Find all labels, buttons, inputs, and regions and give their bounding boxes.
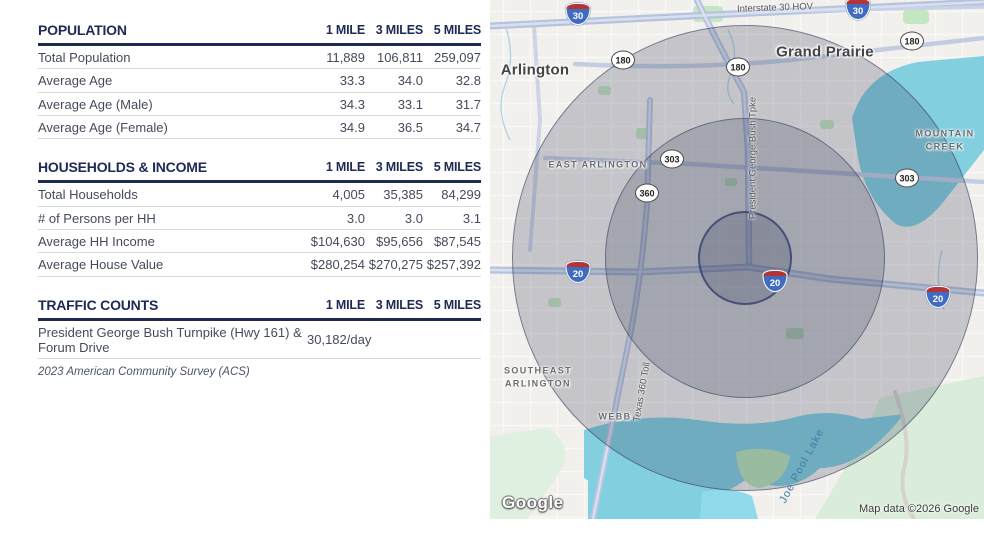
row-label: Average HH Income [38,229,307,254]
table-row: Average Age (Male) 34.3 33.1 31.7 [38,92,481,116]
column-header: 3 MILES [365,296,423,321]
row-value: $87,545 [423,229,481,254]
row-label: Average Age [38,68,307,93]
table-row: Total Households 4,005 35,385 84,299 [38,181,481,207]
google-logo[interactable]: Google [502,493,564,512]
map-markers: 30 30 180 180 180 303 303 360 20 20 20 Arlington Gra… [490,0,984,519]
map-attribution: Map data ©2026 Google [858,503,979,515]
source-footnote: 2023 American Community Survey (ACS) [38,366,250,379]
column-header: 3 MILES [365,22,423,46]
row-value: $257,392 [423,252,481,277]
row-label: Average Age (Male) [38,92,307,116]
interstate-30-shield-icon: 30 [845,0,871,20]
state-180-shield-icon: 180 [900,31,924,51]
road-label: Interstate 30 HOV [736,1,814,15]
row-label: President George Bush Turnpike (Hwy 161)… [38,319,307,360]
row-value: 3.0 [307,206,365,230]
row-value: 84,299 [423,181,481,207]
row-value: 34.3 [307,92,365,116]
row-value: 11,889 [307,44,365,70]
column-header: 5 MILES [423,159,481,184]
state-180-shield-icon: 180 [726,57,750,77]
state-303-shield-icon: 303 [660,149,684,169]
table-row: Average HH Income $104,630 $95,656 $87,545 [38,229,481,254]
row-value: 34.9 [307,115,365,140]
row-value [365,319,423,360]
area-label: MOUNTAIN CREEK [915,128,975,151]
row-value: $104,630 [307,229,365,254]
row-value: 35,385 [365,181,423,207]
section-title: POPULATION [38,22,307,46]
area-label: SOUTHEAST ARLINGTON [503,365,573,388]
row-value: 31.7 [423,92,481,116]
row-value [423,319,481,360]
row-value: $280,254 [307,252,365,277]
row-label: Average Age (Female) [38,115,307,140]
state-180-shield-icon: 180 [611,50,635,70]
stats-sections: POPULATION 1 MILE 3 MILES 5 MILES Total Popu… [38,22,490,360]
stats-table: HOUSEHOLDS & INCOME 1 MILE 3 MILES 5 MILES T… [38,159,481,277]
state-303-shield-icon: 303 [895,168,919,188]
row-value: 3.0 [365,206,423,230]
row-value: 34.0 [365,68,423,93]
column-header: 1 MILE [307,22,365,46]
row-value: 36.5 [365,115,423,140]
row-label: # of Persons per HH [38,206,307,230]
city-label: Arlington [500,61,570,79]
table-row: Average Age (Female) 34.9 36.5 34.7 [38,115,481,140]
interstate-30-shield-icon: 30 [565,3,591,25]
row-value: 32.8 [423,68,481,93]
park-southeast [815,376,984,519]
row-value: 106,811 [365,44,423,70]
table-row: Average Age 33.3 34.0 32.8 [38,68,481,93]
row-value: 4,005 [307,181,365,207]
row-label: Total Households [38,181,307,207]
area-label: EAST ARLINGTON [548,159,648,170]
column-header: 1 MILE [307,159,365,184]
demographics-panel: POPULATION 1 MILE 3 MILES 5 MILES Total Popu… [0,0,490,537]
table-row: Total Population 11,889 106,811 259,097 [38,44,481,70]
row-value: 33.3 [307,68,365,93]
table-row: President George Bush Turnpike (Hwy 161)… [38,319,481,360]
area-label: WEBB [598,411,632,422]
table-row: # of Persons per HH 3.0 3.0 3.1 [38,206,481,230]
row-value: $95,656 [365,229,423,254]
section-title: TRAFFIC COUNTS [38,296,307,321]
column-header: 1 MILE [307,296,365,321]
column-header: 3 MILES [365,159,423,184]
city-label: Grand Prairie [776,43,874,61]
table-row: Average House Value $280,254 $270,275 $257,… [38,252,481,277]
column-header: 5 MILES [423,296,481,321]
row-value: 30,182/day [307,319,371,360]
row-label: Average House Value [38,252,307,277]
park-southwest [490,428,566,519]
state-360-shield-icon: 360 [635,183,659,203]
column-header: 5 MILES [423,22,481,46]
row-value: 259,097 [423,44,481,70]
section-title: HOUSEHOLDS & INCOME [38,159,307,184]
map[interactable]: 30 30 180 180 180 303 303 360 20 20 20 Arlington Gra… [490,0,984,519]
row-value: $270,275 [365,252,423,277]
row-label: Total Population [38,44,307,70]
row-value: 34.7 [423,115,481,140]
row-value: 3.1 [423,206,481,230]
stats-table: TRAFFIC COUNTS 1 MILE 3 MILES 5 MILES Presid… [38,296,481,360]
road-label: President George Bush Tpke [747,96,759,220]
row-value: 33.1 [365,92,423,116]
stats-table: POPULATION 1 MILE 3 MILES 5 MILES Total Popu… [38,22,481,140]
